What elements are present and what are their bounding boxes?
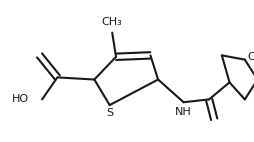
Text: S: S xyxy=(106,108,113,118)
Text: CH₃: CH₃ xyxy=(101,17,122,27)
Text: O: O xyxy=(246,52,254,62)
Text: HO: HO xyxy=(12,94,29,104)
Text: NH: NH xyxy=(174,107,191,117)
